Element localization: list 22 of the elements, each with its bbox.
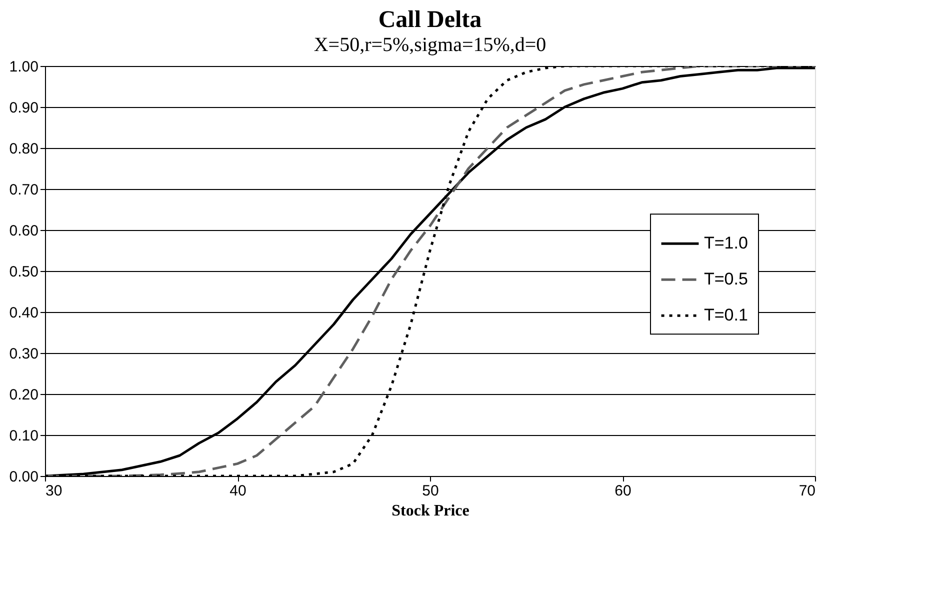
y-tick-label: 1.00: [9, 58, 38, 76]
chart-subtitle: X=50,r=5%,sigma=15%,d=0: [314, 34, 546, 56]
x-tick-label: 60: [614, 482, 632, 500]
x-tick-label: 70: [798, 482, 816, 500]
legend-label: T=1.0: [704, 234, 748, 253]
y-tick-label: 0.30: [9, 346, 38, 362]
y-tick-label: 0.80: [9, 140, 38, 158]
y-tick-label: 0.00: [9, 468, 38, 486]
y-tick-label: 0.10: [9, 428, 38, 444]
y-tick-label: 0.70: [9, 182, 38, 198]
legend-label: T=0.5: [704, 270, 748, 289]
legend-label: T=0.1: [704, 306, 748, 325]
y-tick-label: 0.20: [9, 386, 38, 404]
x-tick-label: 50: [422, 482, 439, 500]
y-tick-label: 0.60: [9, 222, 38, 240]
x-axis-title: Stock Price: [392, 502, 470, 520]
x-tick-label: 30: [46, 482, 62, 500]
x-tick-label: 40: [230, 482, 246, 500]
y-tick-label: 0.90: [9, 100, 38, 116]
y-tick-label: 0.50: [9, 264, 38, 280]
chart-title: Call Delta: [378, 7, 482, 33]
y-tick-label: 0.40: [9, 304, 38, 322]
